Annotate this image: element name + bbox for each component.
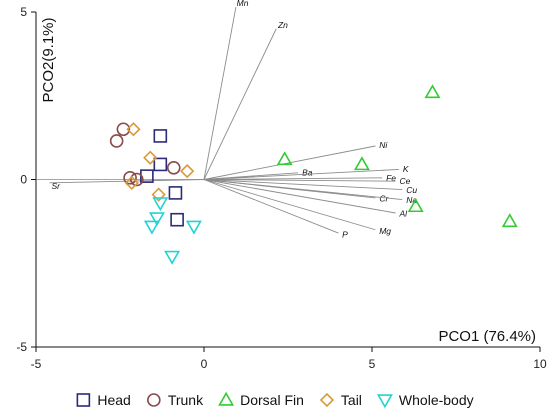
y-tick-label: -5 [16,340,27,354]
legend-label-dorsal-fin: Dorsal Fin [240,392,304,408]
vector-label-mn: Mn [237,0,249,8]
vector-label-k: K [403,164,409,174]
vector-zn [203,28,277,180]
legend-label-trunk: Trunk [168,392,204,408]
point-whole-body [152,197,169,212]
legend-marker-head [76,393,91,407]
vector-label-p: P [342,230,348,240]
point-tail [124,175,139,190]
vector-ce [203,179,396,182]
vector-label-al: Al [398,209,408,219]
vector-fe [203,177,383,180]
legend-marker-dorsal-fin [218,391,235,406]
y-axis-title: PCO2(9.1%) [40,17,57,102]
legend-marker-whole-body [376,394,393,409]
vector-label-zn: Zn [277,20,288,30]
point-trunk [116,122,131,137]
point-trunk [166,160,181,175]
vector-mn [203,6,237,180]
x-tick-label: -5 [31,357,42,371]
data-points [109,84,518,265]
point-head [170,212,184,227]
vector-mg [203,179,376,231]
vector-label-ni: Ni [379,140,388,150]
point-trunk [123,171,137,185]
vector-label-cr: Cr [379,193,389,203]
point-head [153,157,168,172]
vector-label-mg: Mg [379,226,391,236]
vector-label-na: Na [406,195,417,205]
vector-na [203,179,403,201]
legend-marker-trunk [147,393,161,407]
vector-label-sr: Sr [51,181,61,191]
y-tick-label: 0 [20,173,27,187]
vector-label-cu: Cu [406,185,417,195]
point-whole-body [148,212,165,227]
point-dorsal-fin [353,156,370,171]
x-tick-label: 10 [533,357,547,371]
legend-label-head: Head [97,392,130,408]
vector-label-ce: Ce [400,176,411,186]
x-tick-label: 0 [201,357,208,371]
vector-k [203,169,399,180]
point-whole-body [164,250,181,265]
vector-cu [203,179,403,190]
y-tick-label: 5 [20,5,27,19]
legend-label-whole-body: Whole-body [399,392,474,408]
point-tail [180,163,195,179]
vector-label-fe: Fe [386,173,396,183]
point-tail [143,150,158,165]
point-whole-body [185,220,202,235]
point-trunk [109,134,124,148]
point-head [168,186,183,200]
legend-label-tail: Tail [341,392,362,408]
legend-marker-tail [319,392,335,408]
point-whole-body [143,220,160,235]
x-axis-title: PCO1 (76.4%) [438,328,536,345]
point-trunk [130,172,144,187]
point-dorsal-fin [276,151,293,166]
point-dorsal-fin [407,198,424,213]
point-tail [126,122,141,137]
axes [35,12,540,348]
point-dorsal-fin [501,213,518,228]
vector-al [203,179,396,214]
vector-p [203,179,339,234]
ticks: -5 0 5 10 -5 0 5 [16,5,547,371]
x-tick-label: 5 [369,357,376,371]
legend: Head Trunk Dorsal Fin Tail Whole-body [76,391,474,409]
point-tail [151,187,166,202]
point-dorsal-fin [424,84,441,99]
vector-label-ba: Ba [302,168,313,178]
point-head [153,129,168,143]
